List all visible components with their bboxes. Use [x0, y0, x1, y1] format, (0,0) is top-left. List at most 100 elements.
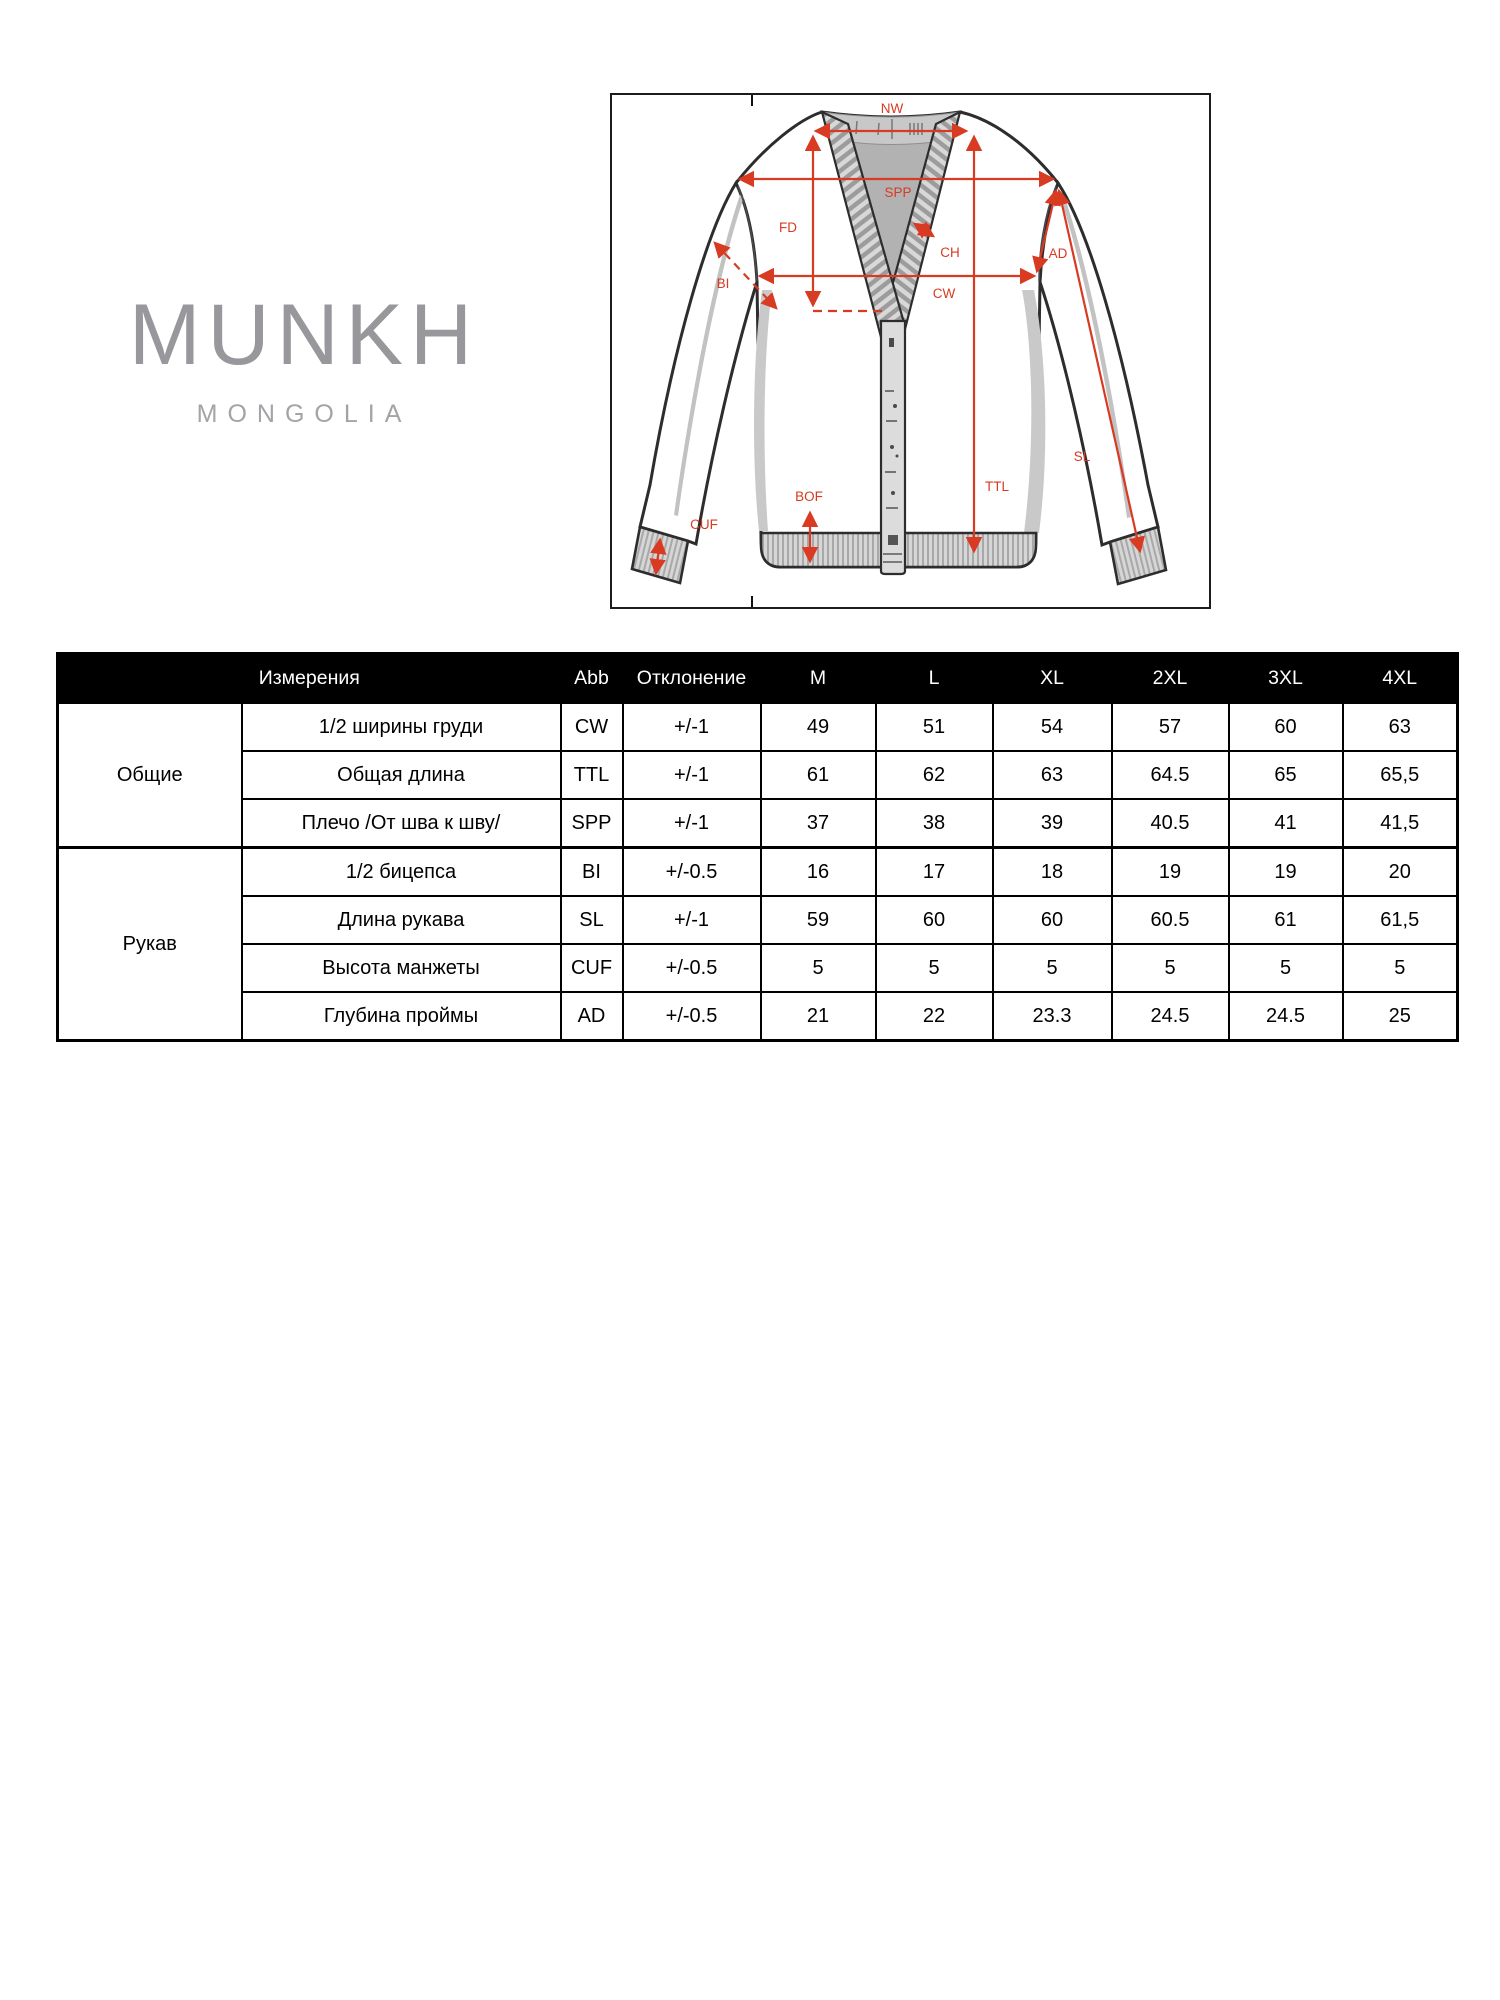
measure-name-cell: 1/2 ширины груди [240, 702, 562, 752]
brand-logo: MUNKH MONGOLIA [92, 292, 516, 429]
abb-cell: CUF [559, 943, 624, 993]
value-cell: 62 [874, 750, 994, 800]
measure-label-spp: SPP [884, 185, 911, 200]
ch-arrow [912, 221, 936, 239]
garment-diagram: NW SPP FD CH CW BI AD TTL SL CUF BOF [610, 93, 1211, 609]
value-cell: 16 [759, 846, 877, 897]
value-cell: 60 [874, 895, 994, 945]
table-row: Плечо /От шва к шву/ SPP +/-1 37 38 39 4… [58, 798, 1459, 849]
value-cell: 63 [1341, 702, 1459, 752]
table-row: Высота манжеты CUF +/-0.5 5 5 5 5 5 5 [58, 943, 1459, 993]
measure-name-cell: Общая длина [240, 750, 562, 800]
ad-arrow [1032, 188, 1061, 274]
value-cell: 5 [1110, 943, 1230, 993]
measure-name-cell: Плечо /От шва к шву/ [240, 798, 562, 849]
measure-label-cuf: CUF [690, 517, 718, 532]
value-cell: 54 [991, 702, 1113, 752]
value-cell: 5 [874, 943, 994, 993]
measure-label-ttl: TTL [985, 479, 1009, 494]
group-cell-general: Общие [56, 702, 243, 849]
measure-label-cw: CW [933, 286, 956, 301]
measure-label-ad: AD [1049, 246, 1068, 261]
tolerance-cell: +/-0.5 [621, 943, 762, 993]
measure-name-cell: Глубина проймы [240, 991, 562, 1042]
value-cell: 41 [1227, 798, 1344, 849]
value-cell: 5 [1227, 943, 1344, 993]
value-cell: 24.5 [1110, 991, 1230, 1042]
value-cell: 19 [1110, 846, 1230, 897]
table-row: Длина рукава SL +/-1 59 60 60 60.5 61 61… [58, 895, 1459, 945]
value-cell: 23.3 [991, 991, 1113, 1042]
button-placket [879, 319, 907, 576]
measure-name-cell: 1/2 бицепса [240, 846, 562, 897]
measure-label-fd: FD [779, 220, 797, 235]
sl-arrow [1054, 188, 1145, 554]
cuf-arrow [649, 537, 667, 576]
measure-name-cell: Длина рукава [240, 895, 562, 945]
value-cell: 49 [759, 702, 877, 752]
tolerance-cell: +/-0.5 [621, 991, 762, 1042]
value-cell: 40.5 [1110, 798, 1230, 849]
table-row: Рукав 1/2 бицепса BI +/-0.5 16 17 18 19 … [56, 846, 1459, 1042]
value-cell: 38 [874, 798, 994, 849]
measure-name-cell: Высота манжеты [240, 943, 562, 993]
brand-name: MUNKH [128, 287, 480, 383]
tolerance-cell: +/-1 [621, 798, 762, 849]
table-row: Общая длина TTL +/-1 61 62 63 64.5 65 65… [58, 750, 1459, 800]
measure-label-bof: BOF [795, 489, 823, 504]
abb-cell: AD [559, 991, 624, 1042]
abb-cell: SL [559, 895, 624, 945]
value-cell: 41,5 [1341, 798, 1459, 849]
measure-label-bi: BI [717, 276, 730, 291]
abb-cell: SPP [559, 798, 624, 849]
measure-label-nw: NW [881, 101, 904, 116]
value-cell: 21 [759, 991, 877, 1042]
value-cell: 18 [991, 846, 1113, 897]
value-cell: 25 [1341, 991, 1459, 1042]
value-cell: 60 [991, 895, 1113, 945]
tolerance-cell: +/-1 [621, 895, 762, 945]
value-cell: 65,5 [1341, 750, 1459, 800]
value-cell: 22 [874, 991, 994, 1042]
value-cell: 24.5 [1227, 991, 1344, 1042]
value-cell: 63 [991, 750, 1113, 800]
value-cell: 17 [874, 846, 994, 897]
value-cell: 60 [1227, 702, 1344, 752]
brand-region: MONGOLIA [196, 400, 412, 428]
value-cell: 59 [759, 895, 877, 945]
col-header-tolerance: Отклонение [621, 652, 762, 704]
value-cell: 5 [759, 943, 877, 993]
measure-label-sl: SL [1074, 449, 1091, 464]
value-cell: 60.5 [1110, 895, 1230, 945]
col-header-size-m: M [759, 652, 877, 704]
table-header-row: Измерения Abb Отклонение M L XL 2XL 3XL … [56, 652, 1459, 704]
value-cell: 5 [1341, 943, 1459, 993]
value-cell: 61,5 [1341, 895, 1459, 945]
value-cell: 57 [1110, 702, 1230, 752]
col-header-size-3xl: 3XL [1227, 652, 1344, 704]
measure-label-ch: CH [940, 245, 960, 260]
measure-arrows [649, 122, 1145, 576]
tolerance-cell: +/-1 [621, 750, 762, 800]
table-row: Глубина проймы AD +/-0.5 21 22 23.3 24.5… [58, 991, 1459, 1042]
value-cell: 39 [991, 798, 1113, 849]
value-cell: 65 [1227, 750, 1344, 800]
abb-cell: BI [559, 846, 624, 897]
col-header-size-l: L [874, 652, 994, 704]
col-header-abb: Abb [559, 652, 624, 704]
table-row: Общие 1/2 ширины груди CW +/-1 49 51 54 … [56, 702, 1459, 849]
bi-arrow [713, 241, 778, 310]
value-cell: 20 [1341, 846, 1459, 897]
cardigan-sketch: NW SPP FD CH CW BI AD TTL SL CUF BOF [630, 95, 1168, 607]
value-cell: 61 [759, 750, 877, 800]
col-header-size-xl: XL [991, 652, 1113, 704]
group-cell-sleeve: Рукав [56, 846, 243, 1042]
tolerance-cell: +/-1 [621, 702, 762, 752]
abb-cell: CW [559, 702, 624, 752]
value-cell: 61 [1227, 895, 1344, 945]
col-header-measure: Измерения [56, 652, 562, 704]
value-cell: 64.5 [1110, 750, 1230, 800]
value-cell: 19 [1227, 846, 1344, 897]
value-cell: 5 [991, 943, 1113, 993]
